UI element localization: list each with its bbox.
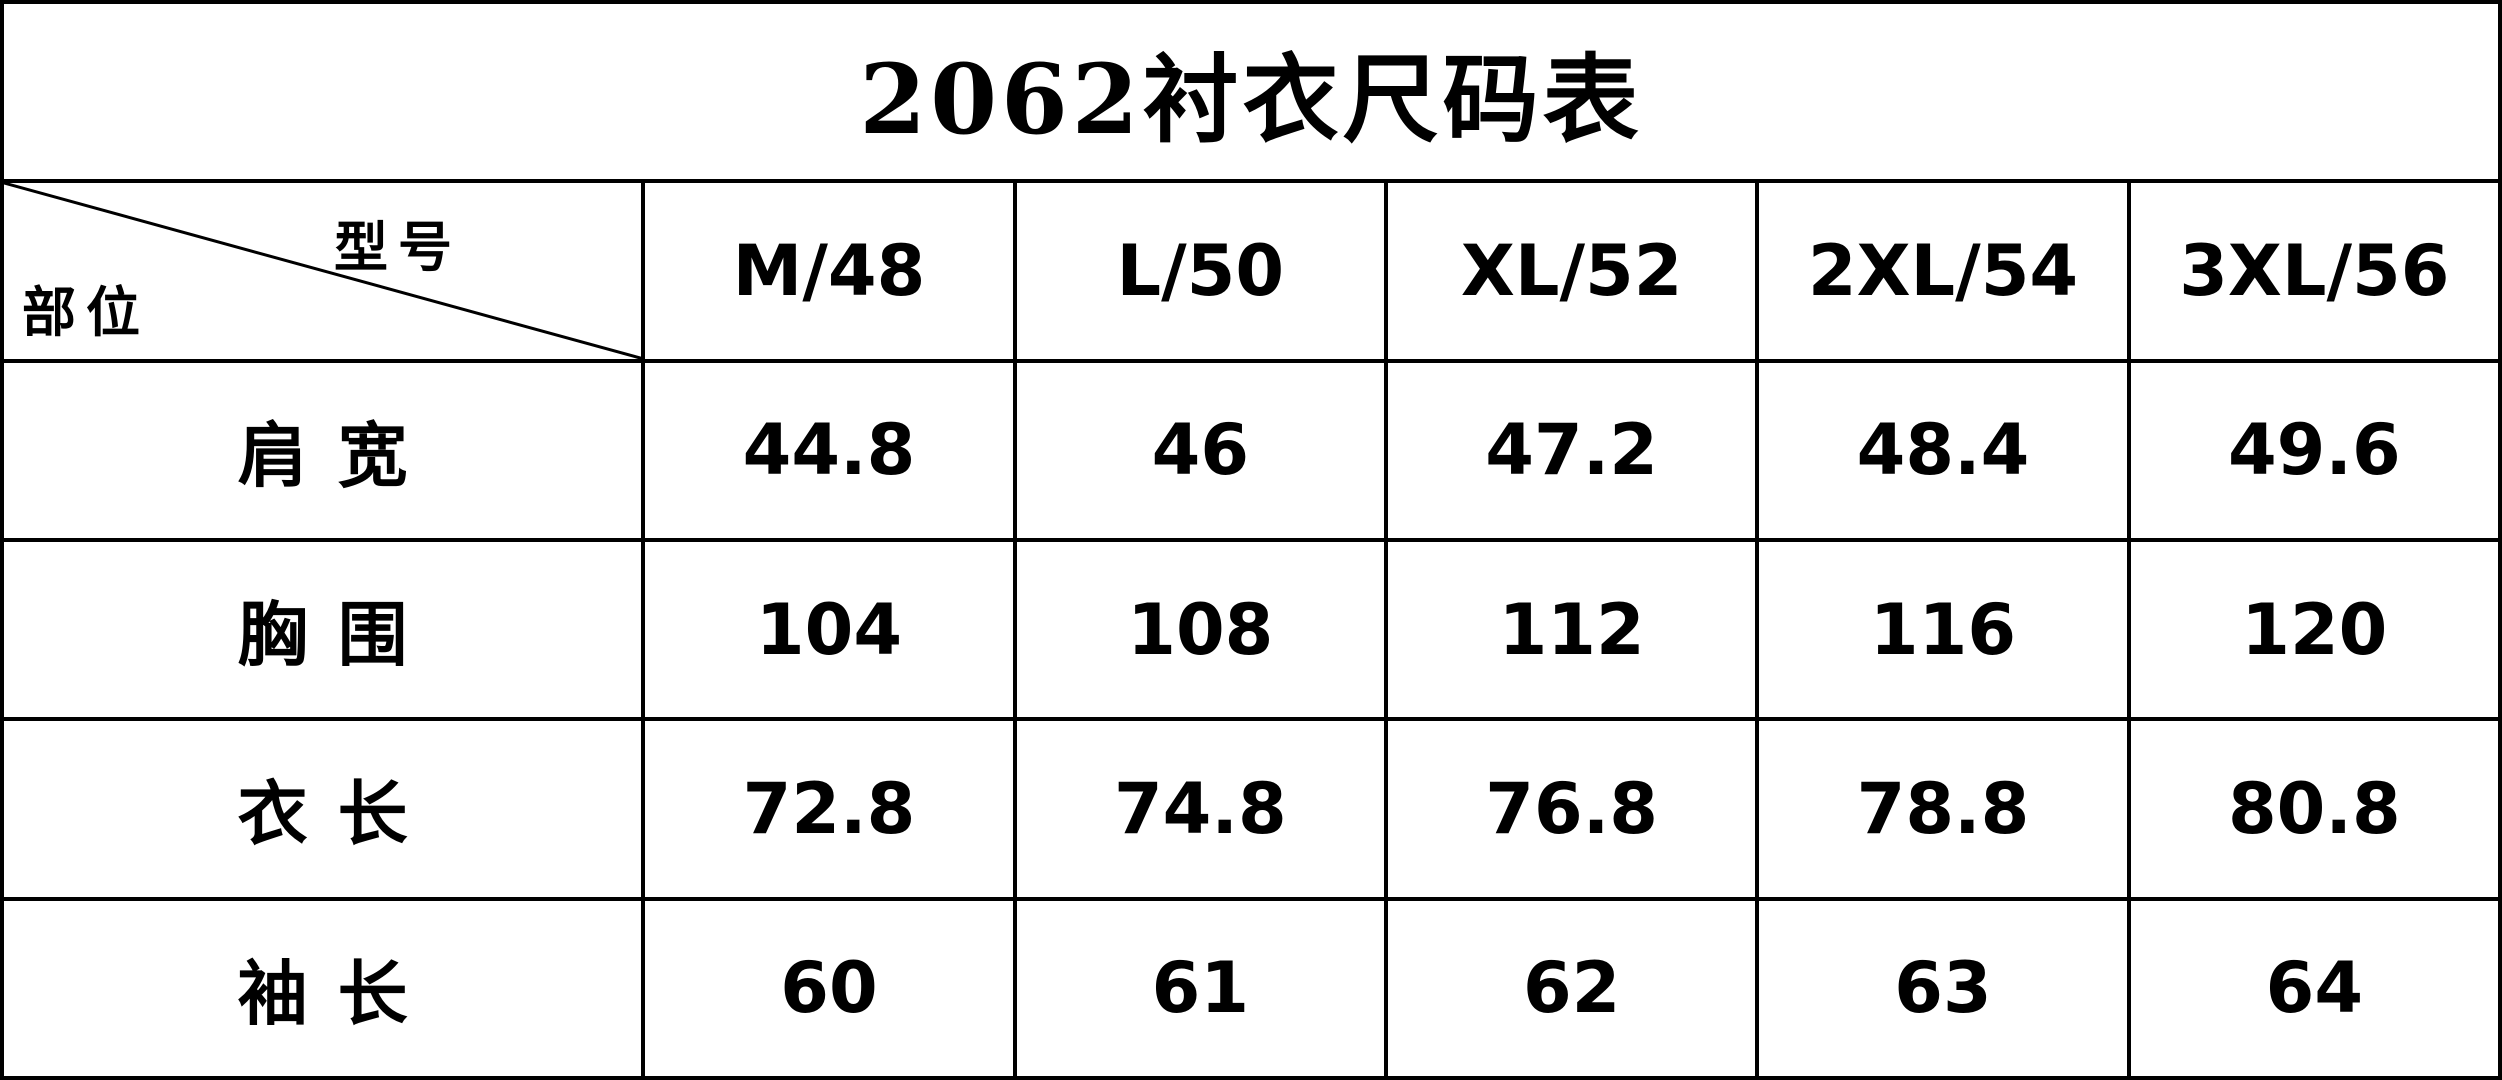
- table-cell: 108: [1016, 541, 1384, 718]
- table-cell: 104: [645, 541, 1013, 718]
- row-label: 袖长: [4, 900, 642, 1076]
- column-header: 3XL/56: [2130, 183, 2498, 359]
- column-header-label: 型号: [334, 215, 462, 280]
- table-cell: 64: [2130, 900, 2498, 1076]
- row-label: 衣长: [4, 721, 642, 897]
- table-cell: 74.8: [1016, 721, 1384, 897]
- table-cell: 63: [1759, 900, 2127, 1076]
- column-header: XL/52: [1387, 183, 1756, 359]
- table-cell: 72.8: [645, 721, 1013, 897]
- table-cell: 116: [1759, 541, 2127, 718]
- table-cell: 80.8: [2130, 721, 2498, 897]
- table-cell: 49.6: [2130, 362, 2498, 538]
- table-cell: 120: [2130, 541, 2498, 718]
- row-label: 胸围: [4, 541, 642, 718]
- diagonal: [4, 183, 641, 358]
- table-cell: 62: [1387, 900, 1756, 1076]
- table-cell: 78.8: [1759, 721, 2127, 897]
- column-header: 2XL/54: [1759, 183, 2127, 359]
- corner-cell: 型号 部位: [4, 183, 642, 359]
- table-title: 2062衬衣尺码表: [4, 4, 2498, 180]
- row-header-label: 部位: [22, 279, 150, 344]
- table-cell: 60: [645, 900, 1013, 1076]
- table-cell: 76.8: [1387, 721, 1756, 897]
- table-cell: 44.8: [645, 362, 1013, 538]
- table-cell: 46: [1016, 362, 1384, 538]
- table-cell: 61: [1016, 900, 1384, 1076]
- row-label: 肩宽: [4, 362, 642, 538]
- column-header: M/48: [645, 183, 1013, 359]
- table-cell: 112: [1387, 541, 1756, 718]
- table-cell: 48.4: [1759, 362, 2127, 538]
- table-cell: 47.2: [1387, 362, 1756, 538]
- column-header: L/50: [1016, 183, 1384, 359]
